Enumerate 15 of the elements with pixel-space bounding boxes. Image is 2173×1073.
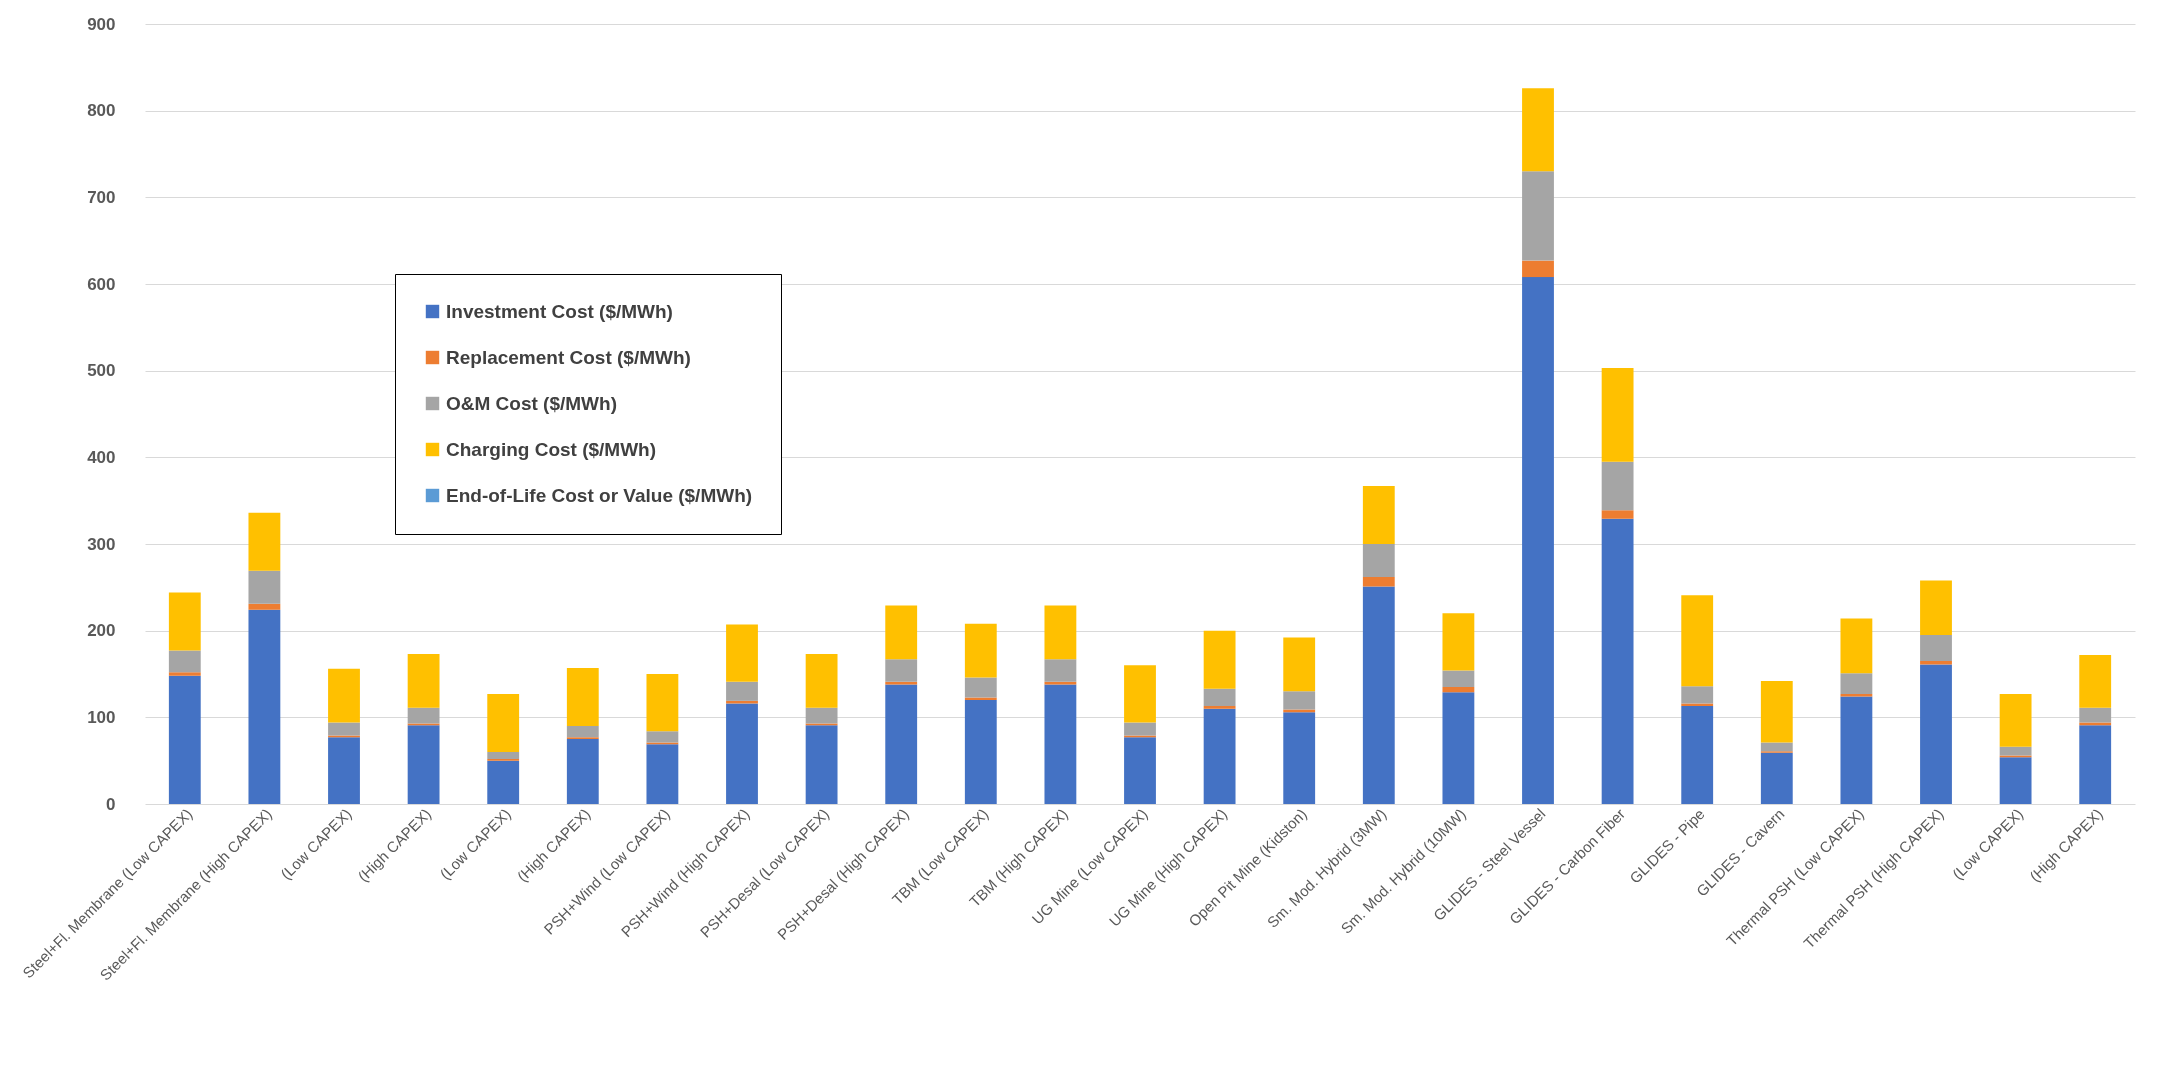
y-tick-label: 700 xyxy=(87,187,116,207)
legend-label: O&M Cost ($/MWh) xyxy=(446,392,617,414)
y-tick-label: 400 xyxy=(87,447,116,467)
legend-label: Charging Cost ($/MWh) xyxy=(446,438,657,460)
y-tick-label: 200 xyxy=(87,621,116,641)
y-tick-label: 800 xyxy=(87,101,116,121)
y-tick-label: 300 xyxy=(87,534,116,554)
y-tick-label: 0 xyxy=(106,794,116,814)
y-tick-label: 600 xyxy=(87,274,116,294)
legend-label: Replacement Cost ($/MWh) xyxy=(446,346,691,368)
legend-label: End-of-Life Cost or Value ($/MWh) xyxy=(446,484,753,506)
y-tick-label: 500 xyxy=(87,361,116,381)
legend-label: Investment Cost ($/MWh) xyxy=(446,300,673,322)
y-tick-label: 100 xyxy=(87,707,116,727)
y-tick-label: 900 xyxy=(87,14,116,34)
